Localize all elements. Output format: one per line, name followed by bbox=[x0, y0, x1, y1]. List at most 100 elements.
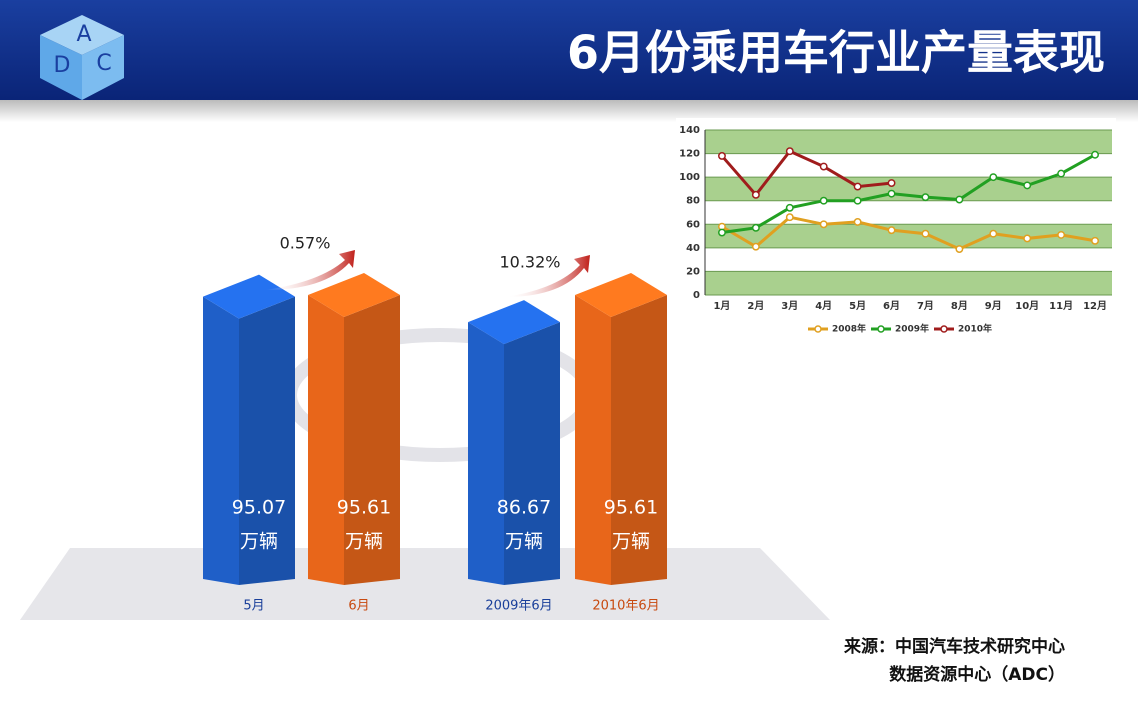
grid-band bbox=[705, 130, 1112, 154]
point bbox=[887, 189, 896, 198]
legend-marker bbox=[940, 325, 948, 333]
x-tick-label: 3月 bbox=[781, 300, 798, 312]
title: 6月份乘用车行业产量表现 bbox=[567, 26, 1105, 80]
point bbox=[1091, 236, 1099, 245]
header-shadow bbox=[0, 100, 1138, 122]
grid-band bbox=[705, 271, 1112, 295]
point bbox=[887, 226, 896, 235]
value-label: 95.07 bbox=[232, 497, 286, 519]
y-tick-label: 80 bbox=[686, 196, 700, 207]
point bbox=[718, 228, 726, 237]
source: 数据资源中心（ADC） bbox=[889, 664, 1065, 685]
x-tick-label: 4月 bbox=[815, 300, 832, 312]
x-tick-label: 1月 bbox=[713, 300, 730, 312]
growth-label: 10.32% bbox=[499, 253, 560, 272]
bar bbox=[203, 296, 239, 585]
point bbox=[751, 190, 760, 199]
logo-letter: D bbox=[54, 53, 71, 78]
point bbox=[1057, 169, 1066, 178]
category-label: 5月 bbox=[243, 599, 264, 614]
floor bbox=[20, 548, 830, 620]
legend-label: 2009年 bbox=[895, 323, 929, 335]
grid-band bbox=[705, 177, 1112, 201]
point bbox=[921, 193, 930, 202]
series-line bbox=[721, 153, 1096, 235]
point bbox=[1023, 234, 1032, 243]
x-tick-label: 8月 bbox=[951, 300, 968, 312]
point bbox=[955, 245, 964, 253]
point bbox=[955, 195, 964, 204]
point bbox=[751, 223, 760, 232]
logo-letter: A bbox=[76, 22, 91, 47]
y-tick-label: 0 bbox=[693, 290, 700, 301]
x-tick-label: 12月 bbox=[1083, 300, 1107, 312]
series-line bbox=[720, 149, 892, 198]
logo-letter: C bbox=[96, 51, 111, 76]
point bbox=[785, 213, 794, 222]
growth-arrow bbox=[265, 250, 355, 290]
point bbox=[989, 229, 998, 238]
logo bbox=[40, 15, 124, 100]
point bbox=[819, 162, 828, 171]
point bbox=[989, 173, 998, 182]
y-tick-label: 40 bbox=[686, 243, 700, 254]
point bbox=[853, 217, 862, 226]
y-tick-label: 120 bbox=[679, 149, 700, 160]
value-label: 86.67 bbox=[497, 497, 551, 519]
category-label: 2010年6月 bbox=[592, 599, 659, 614]
x-tick-label: 7月 bbox=[917, 300, 934, 312]
series-line bbox=[721, 215, 1096, 251]
bar bbox=[468, 322, 504, 585]
x-tick-label: 11月 bbox=[1049, 300, 1073, 312]
x-tick-label: 9月 bbox=[985, 300, 1002, 312]
unit-label: 万辆 bbox=[345, 531, 383, 553]
y-tick-label: 60 bbox=[686, 219, 700, 230]
point bbox=[1023, 181, 1032, 190]
bar-top bbox=[575, 273, 667, 317]
point bbox=[819, 220, 828, 229]
point bbox=[751, 242, 760, 251]
category-label: 6月 bbox=[348, 599, 369, 614]
grid-band bbox=[705, 200, 1112, 225]
point bbox=[887, 179, 896, 187]
legend-label: 2008年 bbox=[832, 323, 866, 335]
unit-label: 万辆 bbox=[240, 531, 278, 553]
grid-band bbox=[705, 247, 1112, 272]
growth-label: 0.57% bbox=[280, 234, 331, 253]
bar-top bbox=[308, 273, 400, 317]
y-tick-label: 100 bbox=[679, 172, 700, 183]
y-tick-label: 140 bbox=[679, 125, 700, 136]
legend-marker bbox=[814, 325, 822, 333]
point bbox=[785, 147, 794, 156]
growth-arrow bbox=[505, 255, 590, 297]
point bbox=[785, 203, 794, 212]
bar-top bbox=[203, 274, 295, 319]
bar-side bbox=[344, 295, 400, 585]
point bbox=[921, 229, 930, 238]
x-tick-label: 10月 bbox=[1015, 300, 1039, 312]
header-bar bbox=[0, 0, 1138, 100]
y-tick-label: 20 bbox=[686, 266, 700, 277]
point bbox=[1057, 230, 1066, 239]
point bbox=[718, 151, 726, 160]
bar bbox=[308, 295, 344, 585]
point bbox=[1091, 150, 1099, 159]
point bbox=[853, 182, 862, 191]
unit-label: 万辆 bbox=[612, 531, 650, 553]
bar-side bbox=[239, 296, 295, 585]
point bbox=[819, 196, 828, 205]
bar bbox=[575, 295, 611, 585]
grid-band bbox=[705, 224, 1112, 248]
grid-band bbox=[705, 153, 1112, 178]
legend-label: 2010年 bbox=[958, 323, 992, 335]
category-label: 2009年6月 bbox=[485, 599, 552, 614]
bar-side bbox=[504, 322, 560, 585]
x-tick-label: 5月 bbox=[849, 300, 866, 312]
value-label: 95.61 bbox=[604, 497, 658, 519]
legend-marker bbox=[877, 325, 885, 333]
bar-side bbox=[611, 295, 667, 585]
value-label: 95.61 bbox=[337, 497, 391, 519]
source: 来源：中国汽车技术研究中心 bbox=[843, 636, 1065, 657]
x-tick-label: 2月 bbox=[747, 300, 764, 312]
